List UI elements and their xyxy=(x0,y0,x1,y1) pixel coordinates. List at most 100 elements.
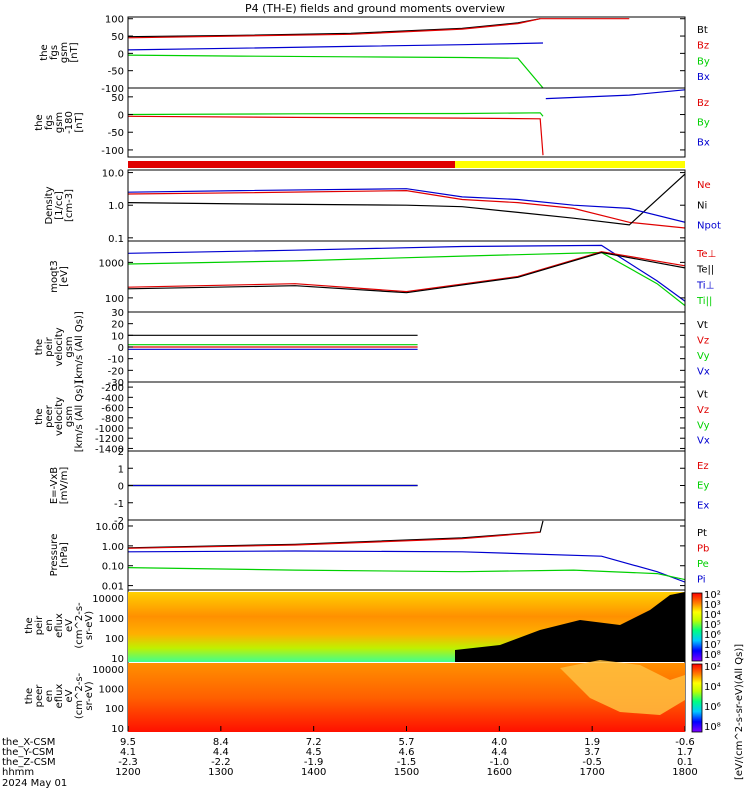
legend-temp-3: Ti|| xyxy=(696,296,712,307)
ytick-peir_vel-3: 0 xyxy=(118,343,124,354)
legend-peir_vel-3: Vx xyxy=(697,366,710,377)
ylabel-peer_spec-4: eV xyxy=(64,689,75,702)
ylabel-fgs_rot-4: [nT] xyxy=(74,112,85,132)
colorbar-bottom-tick-0: 10⁸ xyxy=(704,722,721,733)
xaxis-value-3-2: -1.5 xyxy=(397,757,417,768)
xaxis-value-6-2: 0.1 xyxy=(677,757,693,768)
xaxis-value-3-0: 5.7 xyxy=(399,737,415,748)
series-fgs_rot-1 xyxy=(128,112,544,117)
legend-fgs-3: Bx xyxy=(697,72,710,83)
legend-pressure-0: Pt xyxy=(697,528,707,539)
ytick-peer_spec-0: 10000 xyxy=(92,665,124,676)
ytick-efield-4: -2 xyxy=(114,516,124,527)
ylabel-fgs_rot-0: the xyxy=(34,114,45,130)
legend-pressure-3: Pi xyxy=(697,574,706,585)
status-bar xyxy=(128,161,685,168)
colorbar-top xyxy=(691,592,703,662)
ytick-peer_spec-1: 1000 xyxy=(99,685,124,696)
legend-density-1: Ni xyxy=(697,200,707,211)
ylabel-peer_spec-5: (cm^2-s- xyxy=(74,672,85,719)
legend-fgs-2: By xyxy=(697,56,710,67)
ytick-density-2: 0.1 xyxy=(108,234,124,245)
panel-frame-fgs_rot xyxy=(127,87,686,158)
series-temp-1 xyxy=(128,251,685,307)
ytick-fgs_rot-1: 0 xyxy=(118,111,124,122)
xaxis-value-2-3: 1400 xyxy=(301,767,326,778)
series-fgs_rot-0 xyxy=(128,115,544,156)
xaxis-value-1-1: 4.4 xyxy=(213,747,229,758)
ytick-peer_vel-3: -800 xyxy=(101,414,124,425)
ylabel-density-2: [cm-3] xyxy=(64,189,75,222)
legend-efield-0: Ez xyxy=(697,461,709,472)
ylabel-peer_spec-6: sr-eV) xyxy=(84,681,95,710)
ylabel-peir_vel-4: [km/s (All Qs)] xyxy=(74,311,85,383)
ytick-peir_vel-0: 30 xyxy=(111,308,124,319)
ytick-fgs_rot-2: -50 xyxy=(108,128,124,139)
legend-fgs-0: Bt xyxy=(697,25,708,36)
ylabel-peir_spec-0: the xyxy=(24,617,35,633)
ytick-peer_spec-3: 10 xyxy=(111,724,124,735)
ytick-fgs-4: -100 xyxy=(101,84,124,95)
colorbar-top-tick-0: 10⁸ xyxy=(704,650,721,661)
ylabel-peer_vel-2: velocity xyxy=(54,397,65,436)
ytick-peir_vel-6: -30 xyxy=(108,378,124,389)
panel-fgs_rot: 50 0 -50 -100 the fgs gsm -180 [nT] Bz By Bx xyxy=(34,87,710,158)
status-bar-yellow xyxy=(455,161,685,168)
ytick-pressure-0: 10.00 xyxy=(95,522,124,533)
xaxis-value-4-0: 4.0 xyxy=(491,737,507,748)
ylabel-pressure-1: [nPa] xyxy=(59,542,70,568)
series-fgs-3 xyxy=(128,42,544,51)
status-bar-red xyxy=(128,161,455,168)
series-fgs-2 xyxy=(128,54,544,88)
series-pressure-0 xyxy=(128,520,544,549)
ytick-peir_spec-2: 100 xyxy=(105,634,124,645)
panel-pressure: 10.00 1.00 0.10 0.01 Pressure [nPa] Pt Pb Pe Pi xyxy=(49,519,709,593)
xaxis-value-2-1: 4.5 xyxy=(306,747,322,758)
series-temp-0 xyxy=(128,244,685,302)
xaxis-value-3-1: 4.6 xyxy=(399,747,415,758)
ytick-fgs-3: -50 xyxy=(108,67,124,78)
legend-peer_vel-1: Vz xyxy=(697,405,709,416)
series-pressure-2 xyxy=(128,550,685,583)
ytick-peer_vel-4: -1000 xyxy=(95,424,124,435)
ylabel-peer_vel-3: gsm xyxy=(64,406,75,427)
legend-temp-2: Ti⊥ xyxy=(696,280,714,291)
ylabel-fgs_rot-2: gsm xyxy=(54,112,65,133)
xaxis-value-6-1: 1.7 xyxy=(677,747,693,758)
ytick-peir_vel-4: -10 xyxy=(108,355,124,366)
ylabel-peir_vel-3: gsm xyxy=(64,336,75,357)
xaxis-value-0-1: 4.1 xyxy=(120,747,136,758)
ytick-pressure-3: 0.01 xyxy=(102,582,124,593)
panel-efield: 2 1 0 -1 -2 E=-VxB [mV/m] Ez Ey Ex xyxy=(49,447,709,527)
legend-pressure-1: Pb xyxy=(697,543,709,554)
xaxis-value-0-0: 9.5 xyxy=(120,737,136,748)
xaxis-value-2-0: 7.2 xyxy=(306,737,322,748)
ylabel-peer_spec-2: en xyxy=(44,690,55,703)
series-density-2 xyxy=(128,188,685,223)
legend-fgs_rot-0: Bz xyxy=(697,98,709,109)
ytick-fgs_rot-3: -100 xyxy=(101,146,124,157)
series-temp-2 xyxy=(128,251,685,293)
ylabel-peer_spec-3: eflux xyxy=(54,684,65,709)
ytick-fgs-2: 0 xyxy=(118,49,124,60)
colorbar-top-tick-1: 10⁷ xyxy=(704,640,721,651)
xaxis-row-label-1: the_Y-CSM xyxy=(2,747,54,758)
ytick-efield-1: 1 xyxy=(118,464,124,475)
colorbar-label: [eV/(cm^2-s-sr-eV)(All Qs)] xyxy=(734,644,745,780)
ylabel-fgs_rot-1: fgs xyxy=(44,115,55,130)
ylabel-peir_vel-0: the xyxy=(34,339,45,355)
ylabel-peir_spec-4: eV xyxy=(64,619,75,632)
xaxis-value-5-0: 1.9 xyxy=(584,737,600,748)
legend-peir_vel-2: Vy xyxy=(697,351,710,362)
ylabel-peir_spec-1: peir xyxy=(34,615,45,635)
ylabel-temp-0: moqt3 xyxy=(49,260,60,293)
legend-fgs_rot-1: By xyxy=(697,118,710,129)
peir-dropout xyxy=(455,592,685,662)
ylabel-peir_spec-3: eflux xyxy=(54,613,65,638)
xaxis-row-label-2: the_Z-CSM xyxy=(2,757,56,768)
ylabel-peir_vel-1: peir xyxy=(44,336,55,356)
legend-density-0: Ne xyxy=(697,180,711,191)
series-fgs_rot-2 xyxy=(545,89,685,100)
